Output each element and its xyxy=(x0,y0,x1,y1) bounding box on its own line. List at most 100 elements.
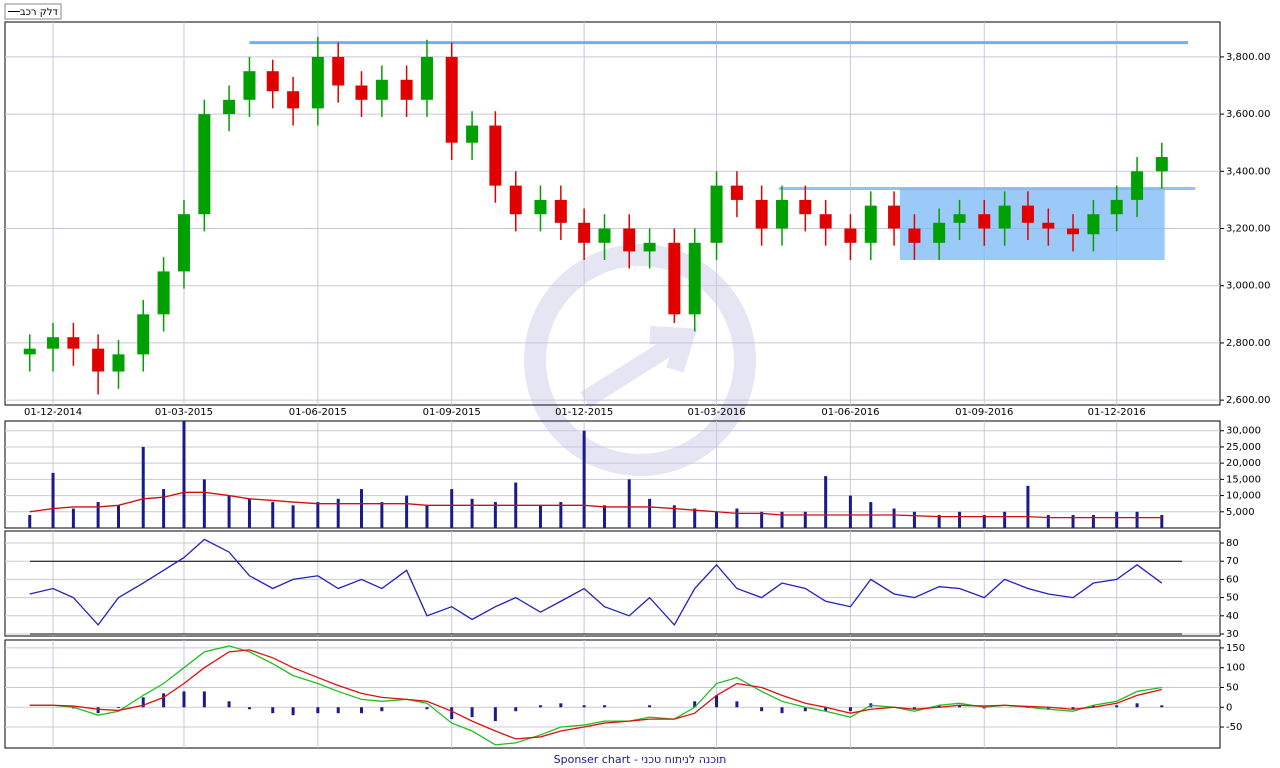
volume-bar xyxy=(1003,511,1007,528)
x-tick-label: 01-12-2015 xyxy=(555,407,613,418)
volume-average xyxy=(29,491,1162,519)
candle-body xyxy=(554,199,567,223)
y-tick-label: 80 xyxy=(1226,538,1239,549)
volume-bar xyxy=(141,446,145,528)
candle-body xyxy=(1110,199,1123,215)
candle-body xyxy=(776,199,789,229)
y-tick-label: 10,000 xyxy=(1226,491,1261,502)
candle-body xyxy=(819,214,832,229)
candle-body xyxy=(1155,157,1168,172)
histogram-bar xyxy=(1046,707,1050,710)
y-tick-label: 5,000 xyxy=(1226,507,1255,518)
volume-bar xyxy=(1071,515,1075,528)
volume-bar xyxy=(425,505,429,528)
volume-bar xyxy=(247,498,251,528)
candle-body xyxy=(223,99,236,115)
y-tick-label: 3,800.00 xyxy=(1226,52,1271,63)
volume-bar xyxy=(735,508,739,528)
x-tick-label: 01-03-2015 xyxy=(155,407,213,418)
volume-bar xyxy=(202,479,206,528)
y-tick-label: 3,600.00 xyxy=(1226,109,1271,120)
candle-body xyxy=(578,222,591,243)
candle-body xyxy=(198,114,211,215)
volume-bar xyxy=(672,505,676,528)
candle-body xyxy=(799,199,812,215)
candle-body xyxy=(998,205,1011,229)
candle-body xyxy=(1067,228,1080,235)
volume-bar xyxy=(116,505,120,528)
histogram-bar xyxy=(648,705,652,708)
volume-bar xyxy=(336,498,340,528)
candle-body xyxy=(47,337,60,349)
candle-body xyxy=(933,222,946,243)
candle-body xyxy=(844,228,857,243)
candle-body xyxy=(1021,205,1034,223)
histogram-bar xyxy=(450,707,454,720)
candle-body xyxy=(243,71,256,100)
histogram-bar xyxy=(470,707,474,718)
y-tick-label: 40 xyxy=(1226,611,1239,622)
volume-bar xyxy=(1091,515,1095,528)
volume-bar xyxy=(912,511,916,528)
candle-body xyxy=(534,199,547,215)
histogram-bar xyxy=(1160,705,1164,708)
histogram-bar xyxy=(514,707,518,712)
volume-bar xyxy=(982,515,986,528)
candle-body xyxy=(908,228,921,243)
volume-bar xyxy=(760,511,764,528)
histogram-bar xyxy=(202,691,206,708)
candle-body xyxy=(623,228,636,252)
y-tick-label: 3,200.00 xyxy=(1226,224,1271,235)
candle-body xyxy=(598,228,611,243)
volume-bar xyxy=(405,495,409,528)
candle-body xyxy=(420,56,433,100)
histogram-bar xyxy=(380,707,384,712)
candle-body xyxy=(355,85,368,100)
candle-body xyxy=(668,242,681,315)
histogram-bar xyxy=(803,707,807,712)
x-tick-label: 01-03-2016 xyxy=(687,407,745,418)
candle-body xyxy=(730,185,743,200)
candle-body xyxy=(23,348,36,355)
y-tick-label: 25,000 xyxy=(1226,442,1261,453)
histogram-bar xyxy=(116,707,120,709)
histogram-bar xyxy=(824,707,828,712)
candle-body xyxy=(755,199,768,229)
volume-bar xyxy=(28,515,32,528)
volume-bar xyxy=(627,479,631,528)
volume-bar xyxy=(162,489,166,528)
volume-bar xyxy=(958,511,962,528)
volume-bar xyxy=(51,472,55,528)
histogram-bar xyxy=(693,701,697,708)
plot: 01-12-2014 01-03-2015 01-06-2015 01-09-2015… xyxy=(5,22,1271,748)
histogram-bar xyxy=(715,695,719,708)
candle-body xyxy=(157,271,170,315)
indicator-line xyxy=(29,649,1162,740)
histogram-bar xyxy=(141,697,145,708)
indicator-line xyxy=(29,538,1163,627)
histogram-bar xyxy=(760,707,764,712)
candle-body xyxy=(1087,214,1100,235)
candle-body xyxy=(1131,171,1144,200)
histogram-bar xyxy=(602,705,606,708)
volume-bar xyxy=(1135,511,1139,528)
histogram-bar xyxy=(227,701,231,708)
y-tick-label: 2,600.00 xyxy=(1226,395,1271,406)
volume-bar xyxy=(71,508,75,528)
volume-bar xyxy=(380,502,384,528)
candle-body xyxy=(112,354,125,372)
histogram-bar xyxy=(1135,703,1139,708)
volume-bar xyxy=(291,505,295,528)
y-tick-label: -50 xyxy=(1226,722,1242,733)
histogram-bar xyxy=(162,693,166,708)
volume-bar xyxy=(715,511,719,528)
y-tick-label: 100 xyxy=(1226,663,1245,674)
histogram-bar xyxy=(559,703,563,708)
volume-bar xyxy=(848,495,852,528)
histogram-bar xyxy=(1091,705,1095,708)
volume-bar xyxy=(803,511,807,528)
histogram-bar xyxy=(359,707,363,714)
candle-body xyxy=(266,71,279,92)
candle-body xyxy=(332,56,345,86)
volume-bar xyxy=(1115,511,1119,528)
